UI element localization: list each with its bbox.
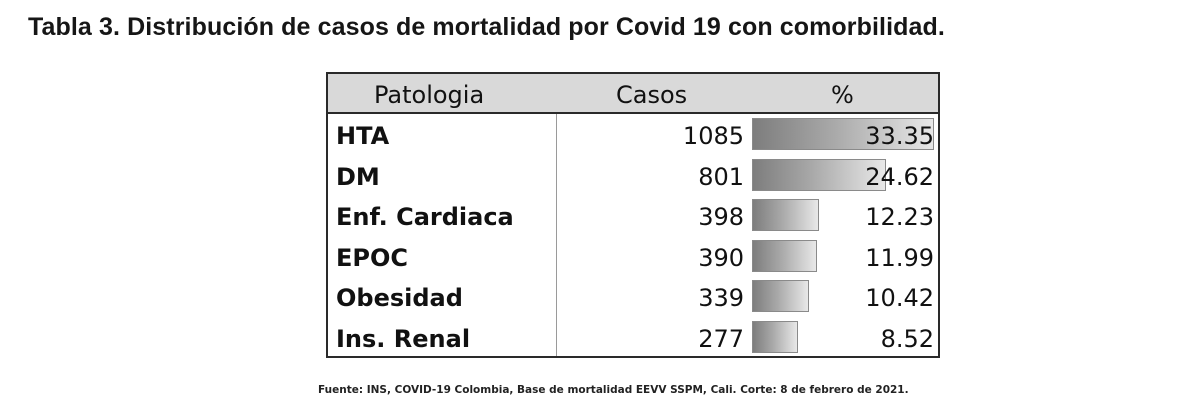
data-bar <box>752 320 798 353</box>
table-row: HTA 1085 33.35 <box>328 114 938 155</box>
data-bar-track <box>752 280 934 312</box>
source-note: Fuente: INS, COVID-19 Colombia, Base de … <box>318 384 909 396</box>
header-casos: Casos <box>616 81 688 109</box>
patologia-cell: Enf. Cardiaca <box>336 203 514 231</box>
patologia-cell: EPOC <box>336 243 408 272</box>
data-bar-track <box>752 239 934 272</box>
percent-cell: 33.35 <box>865 122 934 150</box>
table-row: Ins. Renal 277 8.52 <box>328 317 938 358</box>
header-patologia: Patologia <box>374 81 485 109</box>
casos-cell: 277 <box>698 324 744 353</box>
percent-cell: 24.62 <box>865 162 934 191</box>
patologia-cell: DM <box>336 162 380 191</box>
patologia-cell: Obesidad <box>336 284 463 312</box>
percent-cell: 11.99 <box>865 243 934 272</box>
table-row: Obesidad 339 10.42 <box>328 276 938 317</box>
patologia-cell: Ins. Renal <box>336 324 471 353</box>
casos-cell: 398 <box>698 203 744 231</box>
patologia-cell: HTA <box>336 122 390 150</box>
data-bar <box>752 239 817 272</box>
data-bar <box>752 280 809 312</box>
casos-cell: 339 <box>698 284 744 312</box>
data-bar-track <box>752 158 934 191</box>
table-row: EPOC 390 11.99 <box>328 236 938 277</box>
data-bar <box>752 199 819 231</box>
table-title: Tabla 3. Distribución de casos de mortal… <box>28 13 945 41</box>
data-bar <box>752 118 934 150</box>
table-body: HTA 1085 33.35 DM 801 24.62 Enf. Cardiac… <box>328 114 938 357</box>
casos-cell: 1085 <box>682 122 744 150</box>
table-row: Enf. Cardiaca 398 12.23 <box>328 195 938 236</box>
casos-cell: 390 <box>698 243 744 272</box>
percent-cell: 12.23 <box>865 203 934 231</box>
data-bar-track <box>752 118 934 150</box>
data-bar-track <box>752 199 934 231</box>
column-divider <box>556 114 557 356</box>
table-header-row: Patologia Casos % <box>328 74 938 114</box>
casos-cell: 801 <box>698 162 744 191</box>
header-percent: % <box>831 81 854 109</box>
table-row: DM 801 24.62 <box>328 155 938 196</box>
data-bar <box>752 158 886 191</box>
percent-cell: 10.42 <box>865 284 934 312</box>
data-bar-track <box>752 320 934 353</box>
percent-cell: 8.52 <box>880 324 934 353</box>
comorbidity-table: Patologia Casos % HTA 1085 33.35 DM 801 … <box>326 72 940 358</box>
